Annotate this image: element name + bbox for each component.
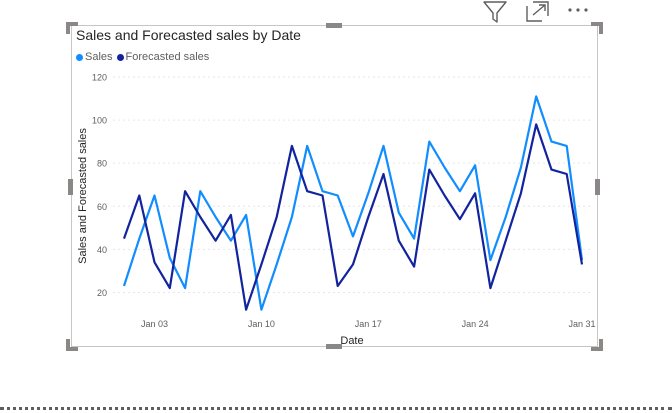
y-tick-label: 60 [97, 202, 107, 212]
legend-dot-forecasted-sales [116, 53, 124, 61]
x-tick-label: Jan 03 [141, 319, 168, 329]
sales-series-line [122, 95, 584, 311]
resize-handle-bottom-left[interactable] [66, 337, 80, 351]
y-tick-label: 40 [97, 245, 107, 255]
resize-handle-left[interactable] [68, 179, 73, 195]
chart-legend: Sales Forecasted sales [76, 51, 213, 63]
y-tick-label: 80 [97, 159, 107, 169]
page-bottom-divider [0, 407, 672, 410]
resize-handle-top[interactable] [326, 23, 342, 28]
chart-title: Sales and Forecasted sales by Date [76, 27, 301, 43]
filter-icon[interactable] [482, 0, 508, 24]
legend-dot-sales [76, 53, 83, 61]
y-tick-label: 120 [92, 73, 107, 83]
y-tick-label: 20 [97, 288, 107, 298]
y-tick-label: 100 [92, 116, 107, 126]
x-tick-label: Jan 24 [462, 319, 489, 329]
resize-handle-top-right[interactable] [589, 22, 603, 36]
x-tick-label: Jan 17 [355, 319, 382, 329]
more-options-icon[interactable] [565, 0, 591, 24]
x-tick-label: Jan 10 [248, 319, 275, 329]
y-axis-title: Sales and Forecasted sales [77, 128, 89, 264]
resize-handle-top-left[interactable] [66, 22, 80, 36]
resize-handle-bottom-right[interactable] [589, 337, 603, 351]
resize-handle-bottom[interactable] [326, 344, 342, 349]
legend-label-forecasted-sales: Forecasted sales [125, 51, 210, 63]
forecasted-sales-series-line [122, 123, 584, 311]
x-tick-label: Jan 31 [568, 319, 595, 329]
legend-item-forecasted-sales[interactable]: Forecasted sales [116, 51, 210, 63]
legend-item-sales[interactable]: Sales [76, 51, 113, 63]
focus-mode-icon[interactable] [525, 0, 551, 24]
x-axis-title: Date [340, 335, 363, 347]
legend-label-sales: Sales [85, 51, 113, 63]
resize-handle-right[interactable] [595, 179, 600, 195]
